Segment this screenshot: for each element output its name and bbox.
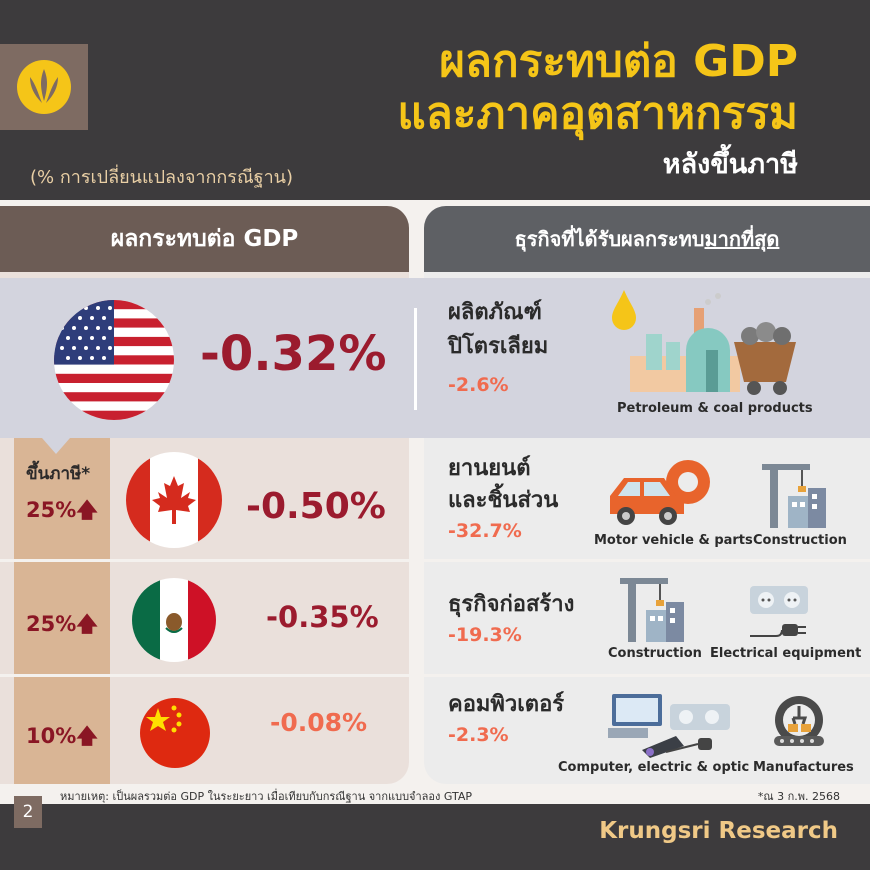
canada-gdp-value: -0.50% <box>246 486 386 527</box>
petroleum-coal-icon <box>608 290 798 396</box>
mexico-flag-icon <box>132 578 216 662</box>
china-flag-icon <box>140 698 210 768</box>
computer-electric-icon <box>606 692 736 758</box>
manufactures-icon <box>768 692 830 754</box>
china-gdp-value: -0.08% <box>270 708 368 737</box>
canada-flag-icon <box>126 452 222 548</box>
canada-tariff: 25%🡅 <box>26 498 98 522</box>
usa-gdp-value: -0.32% <box>200 326 387 382</box>
china-industry-pct: -2.3% <box>448 724 509 746</box>
icon-caption: Manufactures <box>753 760 854 775</box>
canada-industry-line2: และชิ้นส่วน <box>448 488 559 513</box>
divider <box>414 308 417 410</box>
row-separator <box>0 559 870 562</box>
mexico-tariff: 25%🡅 <box>26 612 98 636</box>
header-bar <box>0 0 870 200</box>
usa-industry-pct: -2.6% <box>448 374 509 396</box>
construction-icon <box>758 460 830 530</box>
usa-flag-icon <box>54 300 174 420</box>
title-line-2: และภาคอุตสาหกรรม <box>397 88 798 139</box>
tariff-label: ขึ้นภาษี* <box>26 464 91 484</box>
canada-industry-line1: ยานยนต์ <box>448 456 531 481</box>
icon-caption: Petroleum & coal products <box>617 401 813 416</box>
china-industry-line1: คอมพิวเตอร์ <box>448 692 565 717</box>
usa-industry-line2: ปิโตรเลียม <box>448 334 549 359</box>
title-line-1: ผลกระทบต่อ GDP <box>439 36 798 87</box>
date-note: *ณ 3 ก.พ. 2568 <box>757 790 840 803</box>
title-line-3: หลังขึ้นภาษี <box>662 149 798 180</box>
industry-section-header: ธุรกิจที่ได้รับผลกระทบมากที่สุด <box>424 206 870 272</box>
icon-caption: Construction <box>753 533 847 548</box>
icon-caption: Construction <box>608 646 702 661</box>
tariff-notch <box>42 438 70 454</box>
krungsri-logo-icon <box>0 44 88 130</box>
icon-caption: Motor vehicle & parts <box>594 533 753 548</box>
arrow-up-icon: 🡅 <box>76 498 98 522</box>
icon-caption: Electrical equipment <box>710 646 862 661</box>
page-number: 2 <box>14 796 42 828</box>
canada-industry-pct: -32.7% <box>448 520 522 542</box>
china-tariff: 10%🡅 <box>26 724 98 748</box>
footnote: หมายเหตุ: เป็นผลรวมต่อ GDP ในระยะยาว เมื… <box>60 790 473 803</box>
tariff-column <box>14 438 110 784</box>
usa-industry-line1: ผลิตภัณฑ์ <box>448 300 542 325</box>
electrical-equipment-icon <box>746 582 812 642</box>
mexico-industry-line1: ธุรกิจก่อสร้าง <box>448 592 575 617</box>
subtitle: (% การเปลี่ยนแปลงจากกรณีฐาน) <box>30 167 294 188</box>
mexico-gdp-value: -0.35% <box>266 600 379 634</box>
icon-caption: Computer, electric & optic <box>558 760 750 775</box>
construction-icon <box>616 574 688 644</box>
brand-name: Krungsri Research <box>599 818 838 844</box>
arrow-up-icon: 🡅 <box>76 724 98 748</box>
motor-vehicle-icon <box>606 456 716 526</box>
row-separator <box>0 674 870 677</box>
mexico-industry-pct: -19.3% <box>448 624 522 646</box>
footer-bar <box>0 804 870 870</box>
industry-section-title: ธุรกิจที่ได้รับผลกระทบมากที่สุด <box>514 227 780 251</box>
gdp-section-header: ผลกระทบต่อ GDP <box>0 206 409 272</box>
gdp-section-title: ผลกระทบต่อ GDP <box>110 226 299 252</box>
arrow-up-icon: 🡅 <box>76 612 98 636</box>
